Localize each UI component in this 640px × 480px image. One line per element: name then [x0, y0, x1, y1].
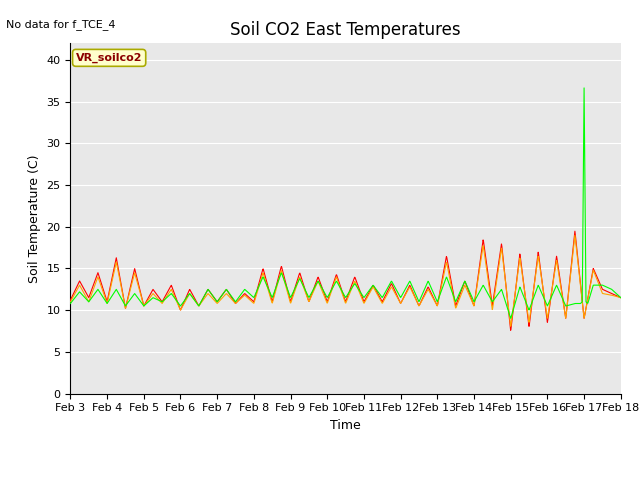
Text: VR_soilco2: VR_soilco2 [76, 53, 143, 63]
Y-axis label: Soil Temperature (C): Soil Temperature (C) [28, 154, 41, 283]
Title: Soil CO2 East Temperatures: Soil CO2 East Temperatures [230, 21, 461, 39]
Text: No data for f_TCE_4: No data for f_TCE_4 [6, 19, 116, 30]
X-axis label: Time: Time [330, 419, 361, 432]
